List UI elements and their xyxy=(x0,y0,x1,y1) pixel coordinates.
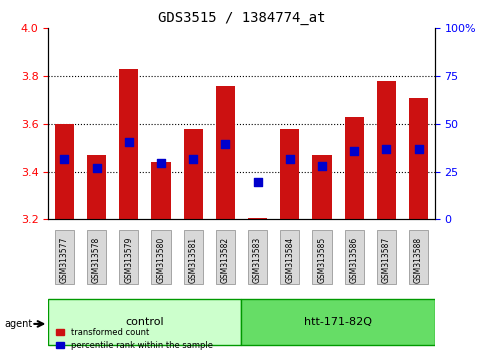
Bar xyxy=(377,81,396,219)
FancyBboxPatch shape xyxy=(409,230,428,284)
Text: GSM313581: GSM313581 xyxy=(189,236,198,282)
Text: GSM313580: GSM313580 xyxy=(156,236,166,282)
Bar xyxy=(216,86,235,219)
FancyBboxPatch shape xyxy=(184,230,203,284)
Text: GSM313586: GSM313586 xyxy=(350,236,359,282)
Text: GSM313588: GSM313588 xyxy=(414,236,423,282)
Bar xyxy=(280,129,299,219)
Bar xyxy=(119,69,139,219)
Bar xyxy=(409,98,428,219)
Point xyxy=(286,156,294,161)
Point xyxy=(125,139,133,145)
FancyBboxPatch shape xyxy=(119,230,139,284)
Point xyxy=(189,156,197,161)
Text: GSM313582: GSM313582 xyxy=(221,236,230,282)
Text: GSM313577: GSM313577 xyxy=(60,236,69,282)
Point xyxy=(350,149,358,154)
FancyBboxPatch shape xyxy=(48,299,242,345)
Text: GSM313584: GSM313584 xyxy=(285,236,294,282)
Text: GSM313578: GSM313578 xyxy=(92,236,101,282)
Bar xyxy=(55,124,74,219)
Bar xyxy=(151,162,170,219)
FancyBboxPatch shape xyxy=(344,230,364,284)
Bar xyxy=(87,155,106,219)
Bar xyxy=(313,155,332,219)
Bar xyxy=(248,218,267,219)
FancyBboxPatch shape xyxy=(242,299,435,345)
Point xyxy=(383,146,390,152)
FancyBboxPatch shape xyxy=(216,230,235,284)
Text: GSM313585: GSM313585 xyxy=(317,236,327,282)
FancyBboxPatch shape xyxy=(377,230,396,284)
FancyBboxPatch shape xyxy=(55,230,74,284)
Text: agent: agent xyxy=(5,319,33,329)
Bar xyxy=(184,129,203,219)
Legend: transformed count, percentile rank within the sample: transformed count, percentile rank withi… xyxy=(53,325,216,353)
Text: control: control xyxy=(126,317,164,327)
Point xyxy=(93,165,100,171)
Text: GSM313579: GSM313579 xyxy=(124,236,133,282)
Text: GSM313583: GSM313583 xyxy=(253,236,262,282)
Point xyxy=(157,160,165,166)
FancyBboxPatch shape xyxy=(248,230,267,284)
FancyBboxPatch shape xyxy=(313,230,332,284)
Text: GSM313587: GSM313587 xyxy=(382,236,391,282)
FancyBboxPatch shape xyxy=(151,230,170,284)
Point xyxy=(222,141,229,147)
FancyBboxPatch shape xyxy=(280,230,299,284)
Point xyxy=(254,179,261,185)
Point xyxy=(415,146,423,152)
FancyBboxPatch shape xyxy=(87,230,106,284)
Text: htt-171-82Q: htt-171-82Q xyxy=(304,317,372,327)
Text: GDS3515 / 1384774_at: GDS3515 / 1384774_at xyxy=(158,11,325,25)
Point xyxy=(60,156,68,161)
Bar xyxy=(344,117,364,219)
Point xyxy=(318,163,326,169)
